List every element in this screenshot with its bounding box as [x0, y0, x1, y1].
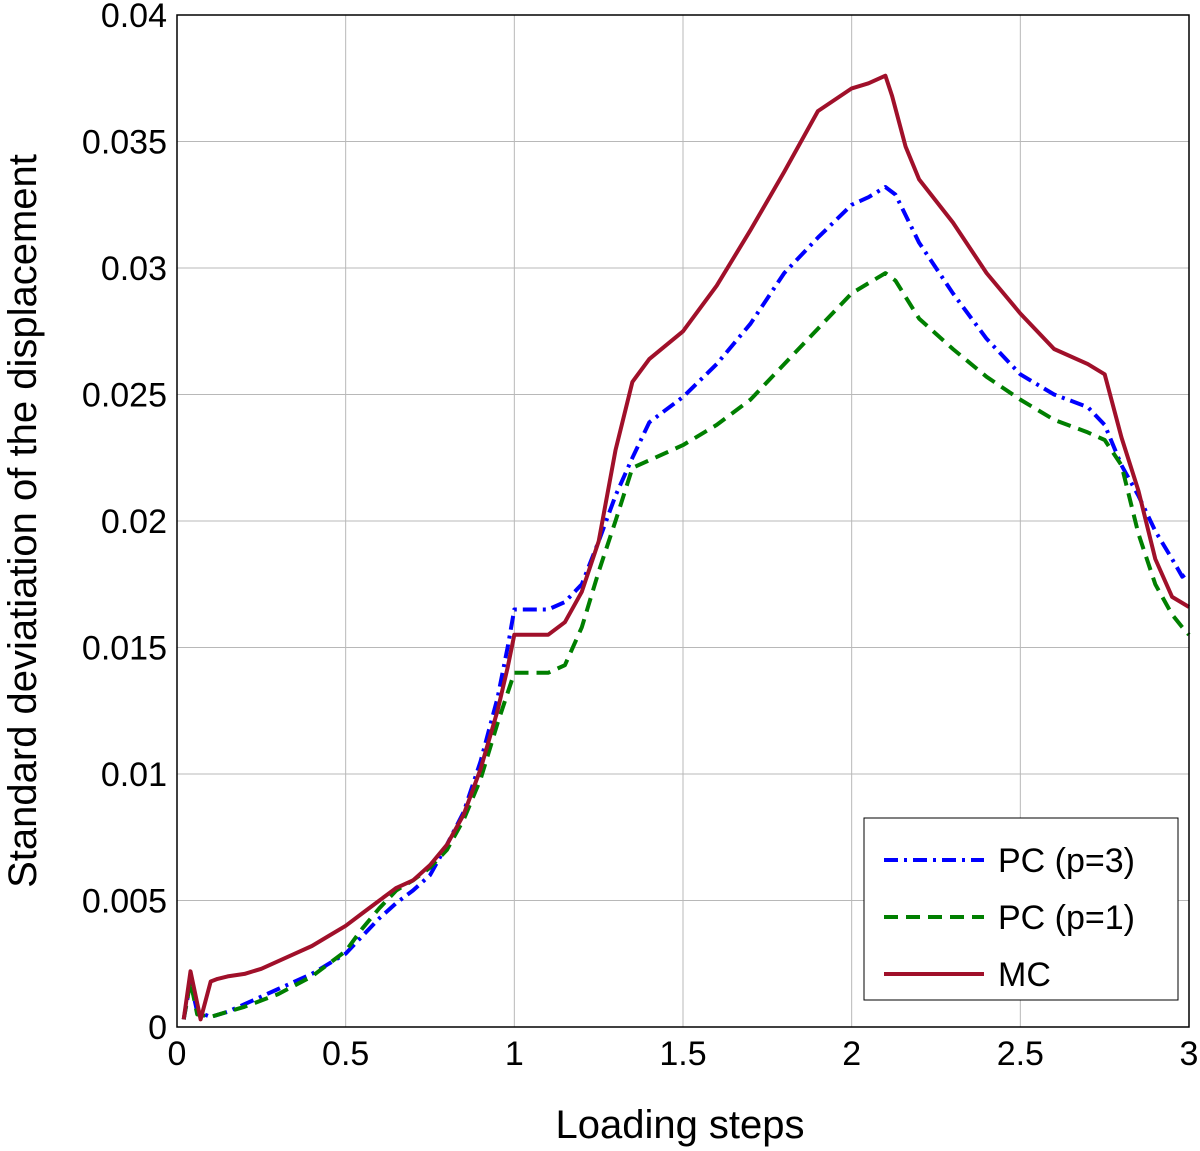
series-lines — [181, 73, 1191, 1022]
series-line-3 — [181, 73, 1191, 1022]
y-tick-label: 0.01 — [101, 756, 167, 794]
y-axis-title: Standard deviatiation of the displacemen… — [1, 154, 45, 888]
legend-box — [863, 817, 1179, 1001]
x-tick-labels: 0 0.5 1 1.5 2 2.5 3 — [168, 1035, 1199, 1073]
legend-label: MC — [998, 956, 1051, 994]
series-line-2 — [181, 271, 1191, 1020]
y-tick-label: 0.015 — [82, 630, 167, 668]
x-tick-label: 1.5 — [659, 1035, 706, 1073]
legend-label: PC (p=3) — [998, 842, 1135, 880]
legend-label: PC (p=1) — [998, 899, 1135, 937]
y-tick-labels: 0 0.005 0.01 0.015 0.02 0.025 0.03 0.035 0.04 — [82, 0, 167, 1047]
y-tick-label: 0 — [148, 1009, 167, 1047]
grid — [177, 15, 1189, 1027]
y-tick-label: 0.005 — [82, 883, 167, 921]
series-line-1 — [181, 185, 1191, 1020]
y-tick-label: 0.03 — [101, 250, 167, 288]
plot-frame — [176, 14, 1190, 1028]
y-tick-label: 0.025 — [82, 377, 167, 415]
x-tick-label: 0.5 — [322, 1035, 369, 1073]
x-axis-title: Loading steps — [555, 1103, 804, 1147]
x-tick-label: 2 — [842, 1035, 861, 1073]
x-tick-label: 1 — [505, 1035, 524, 1073]
y-tick-label: 0.04 — [101, 0, 167, 35]
legend: PC (p=3) PC (p=1) MC — [863, 817, 1179, 1001]
y-tick-label: 0.035 — [82, 124, 167, 162]
y-tick-label: 0.02 — [101, 503, 167, 541]
x-tick-label: 2.5 — [997, 1035, 1044, 1073]
x-tick-label: 0 — [168, 1035, 187, 1073]
x-tick-label: 3 — [1180, 1035, 1199, 1073]
